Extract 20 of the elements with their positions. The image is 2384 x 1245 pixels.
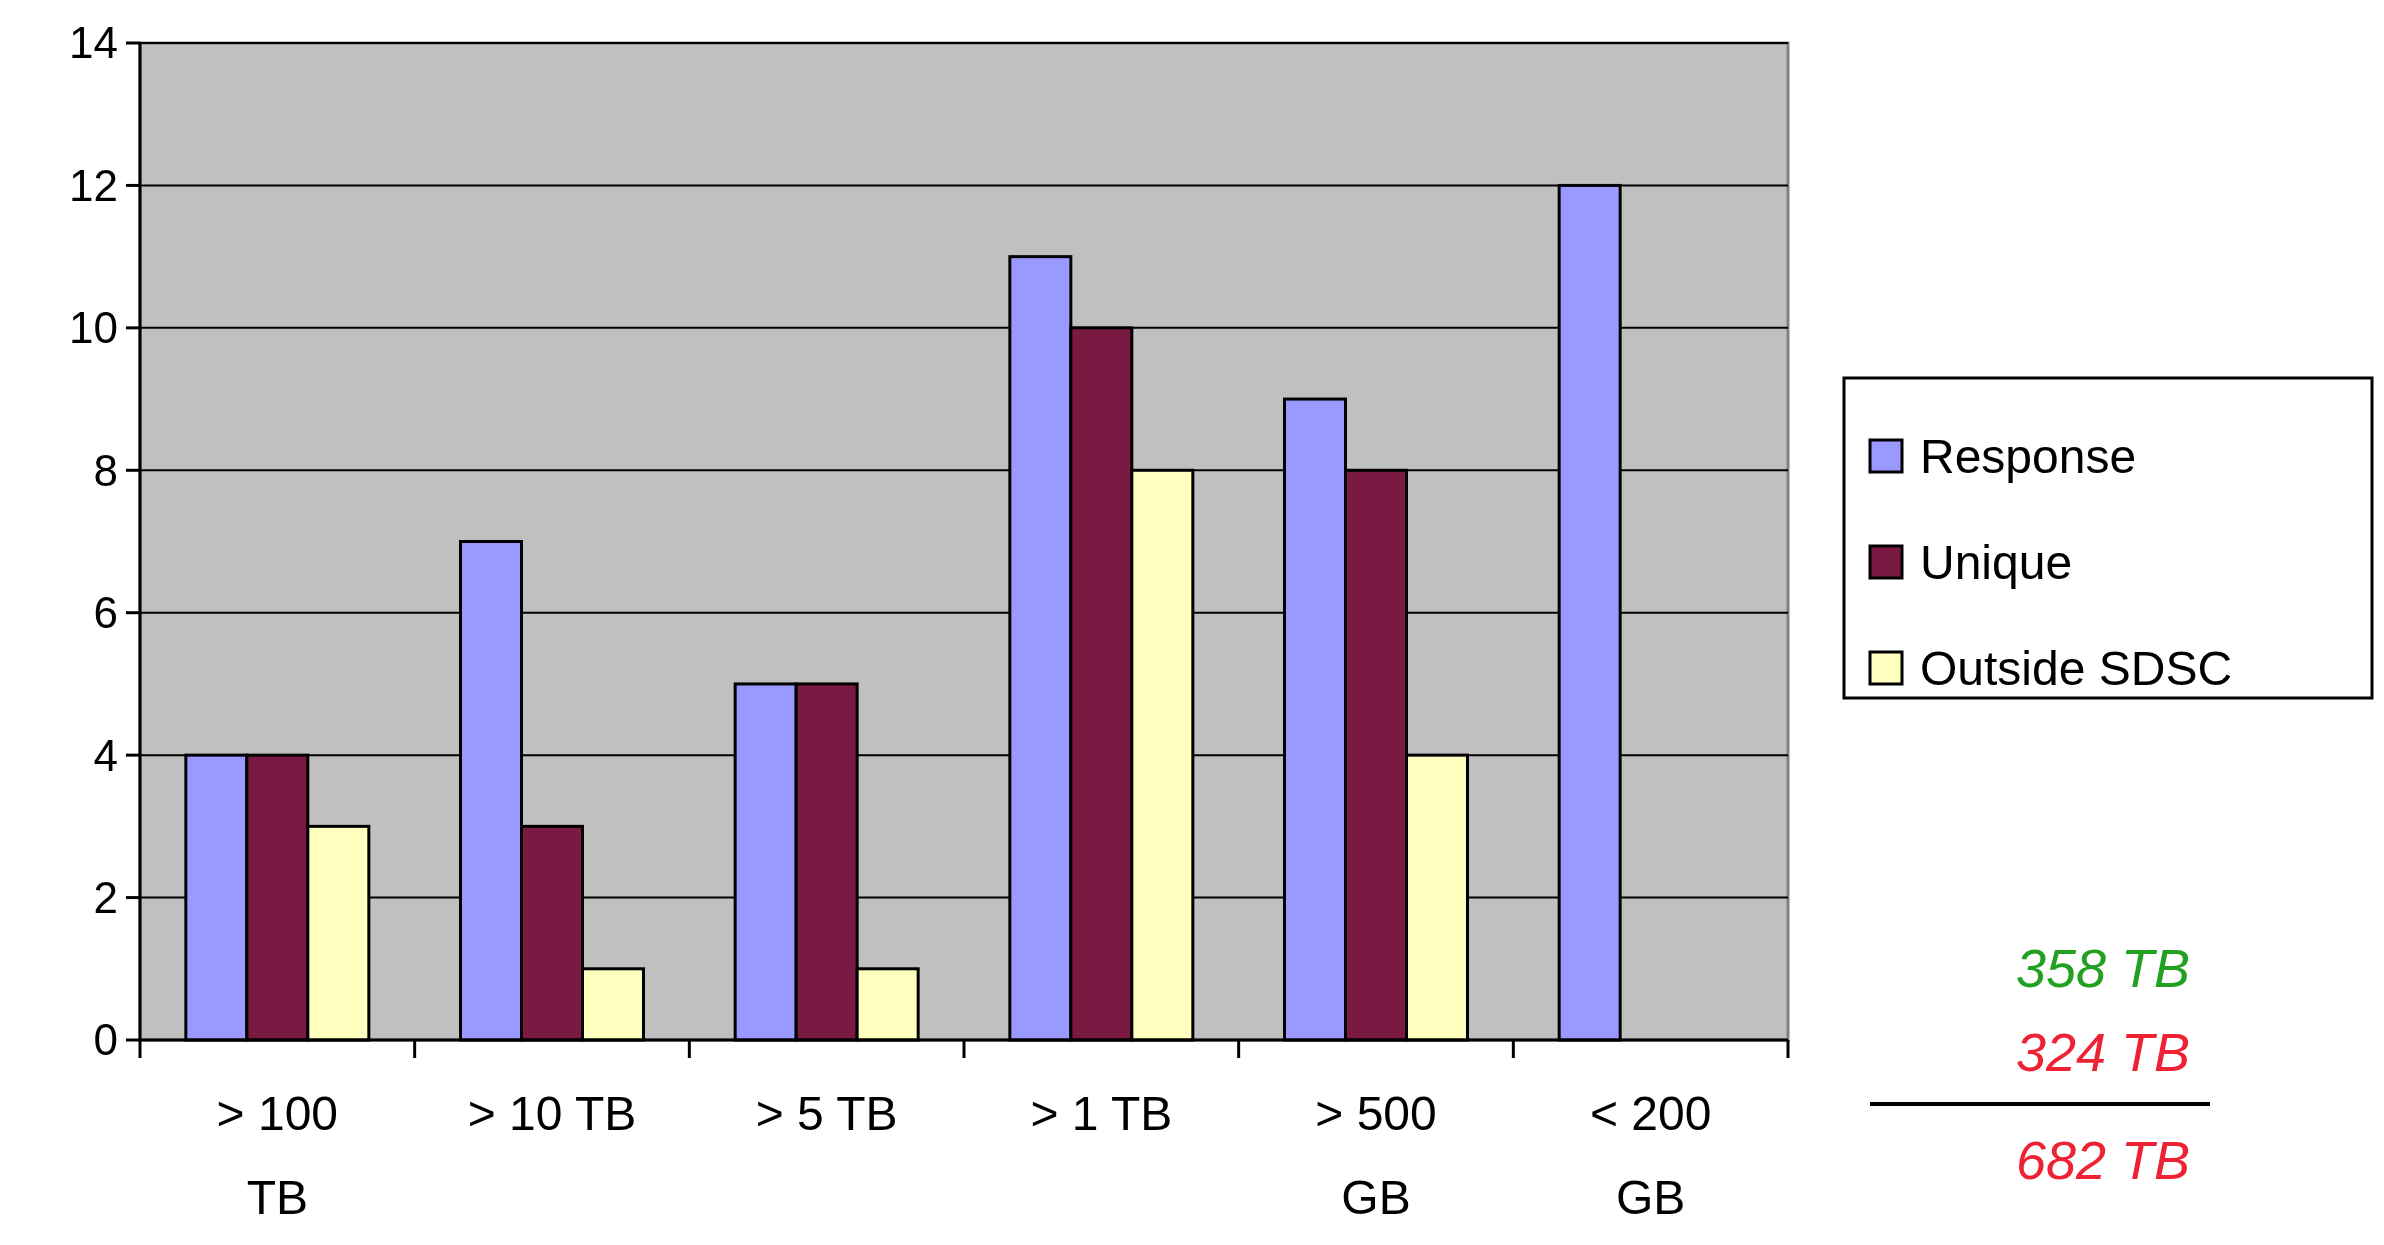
x-tick-label: < 200 GB [1589, 1087, 1712, 1224]
x-tick-label: > 500 GB [1315, 1087, 1437, 1224]
legend-label: Unique [1920, 535, 2073, 589]
x-tick-label: > 10 TB [467, 1087, 637, 1140]
text: 682 TB [2015, 1129, 2190, 1190]
x-tick-label: > 100 TB [216, 1087, 339, 1224]
y-tick-label: 4 [93, 730, 118, 780]
y-tick-label: 14 [69, 18, 118, 68]
y-tick-label: 0 [93, 1015, 118, 1065]
legend-label: Response [1920, 429, 2137, 483]
y-tick-label: 6 [93, 588, 118, 638]
text: 324 TB [2015, 1021, 2190, 1082]
y-tick-label: 10 [69, 303, 118, 353]
legend-label: Outside SDSC [1920, 641, 2233, 695]
y-tick-label: 8 [93, 445, 118, 495]
y-tick-label: 2 [93, 872, 118, 922]
y-tick-label: 12 [69, 160, 118, 210]
x-tick-label: > 1 TB [1030, 1087, 1173, 1140]
text: 358 TB [2015, 937, 2190, 998]
x-tick-label: > 5 TB [755, 1087, 898, 1140]
